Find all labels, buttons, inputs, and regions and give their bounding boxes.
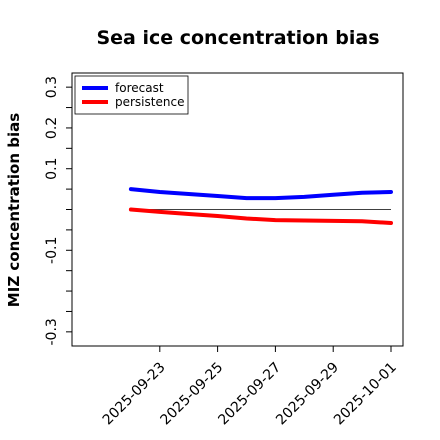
y-ticks: 0.3 0.2 0.1 -0.1 -0.3 xyxy=(44,76,72,346)
series-line-persistence xyxy=(128,207,393,225)
series-lines xyxy=(128,187,393,225)
x-ticks: 2025-09-232025-09-252025-09-272025-09-29… xyxy=(100,346,400,428)
y-tick-label: -0.3 xyxy=(44,318,60,345)
y-axis-label: MIZ concentration bias xyxy=(5,113,23,307)
legend-label-forecast: forecast xyxy=(115,81,164,95)
y-tick-label: -0.1 xyxy=(44,237,60,264)
y-tick-label: 0.2 xyxy=(44,117,60,139)
y-tick-label: 0.1 xyxy=(44,158,60,180)
x-tick-label: 2025-10-01 xyxy=(331,360,400,429)
y-tick-label: 0.3 xyxy=(44,76,60,98)
legend-box xyxy=(74,75,189,115)
legend-label-persistence: persistence xyxy=(115,95,184,109)
chart-title: Sea ice concentration bias xyxy=(96,27,379,49)
series-line-forecast xyxy=(128,187,393,201)
